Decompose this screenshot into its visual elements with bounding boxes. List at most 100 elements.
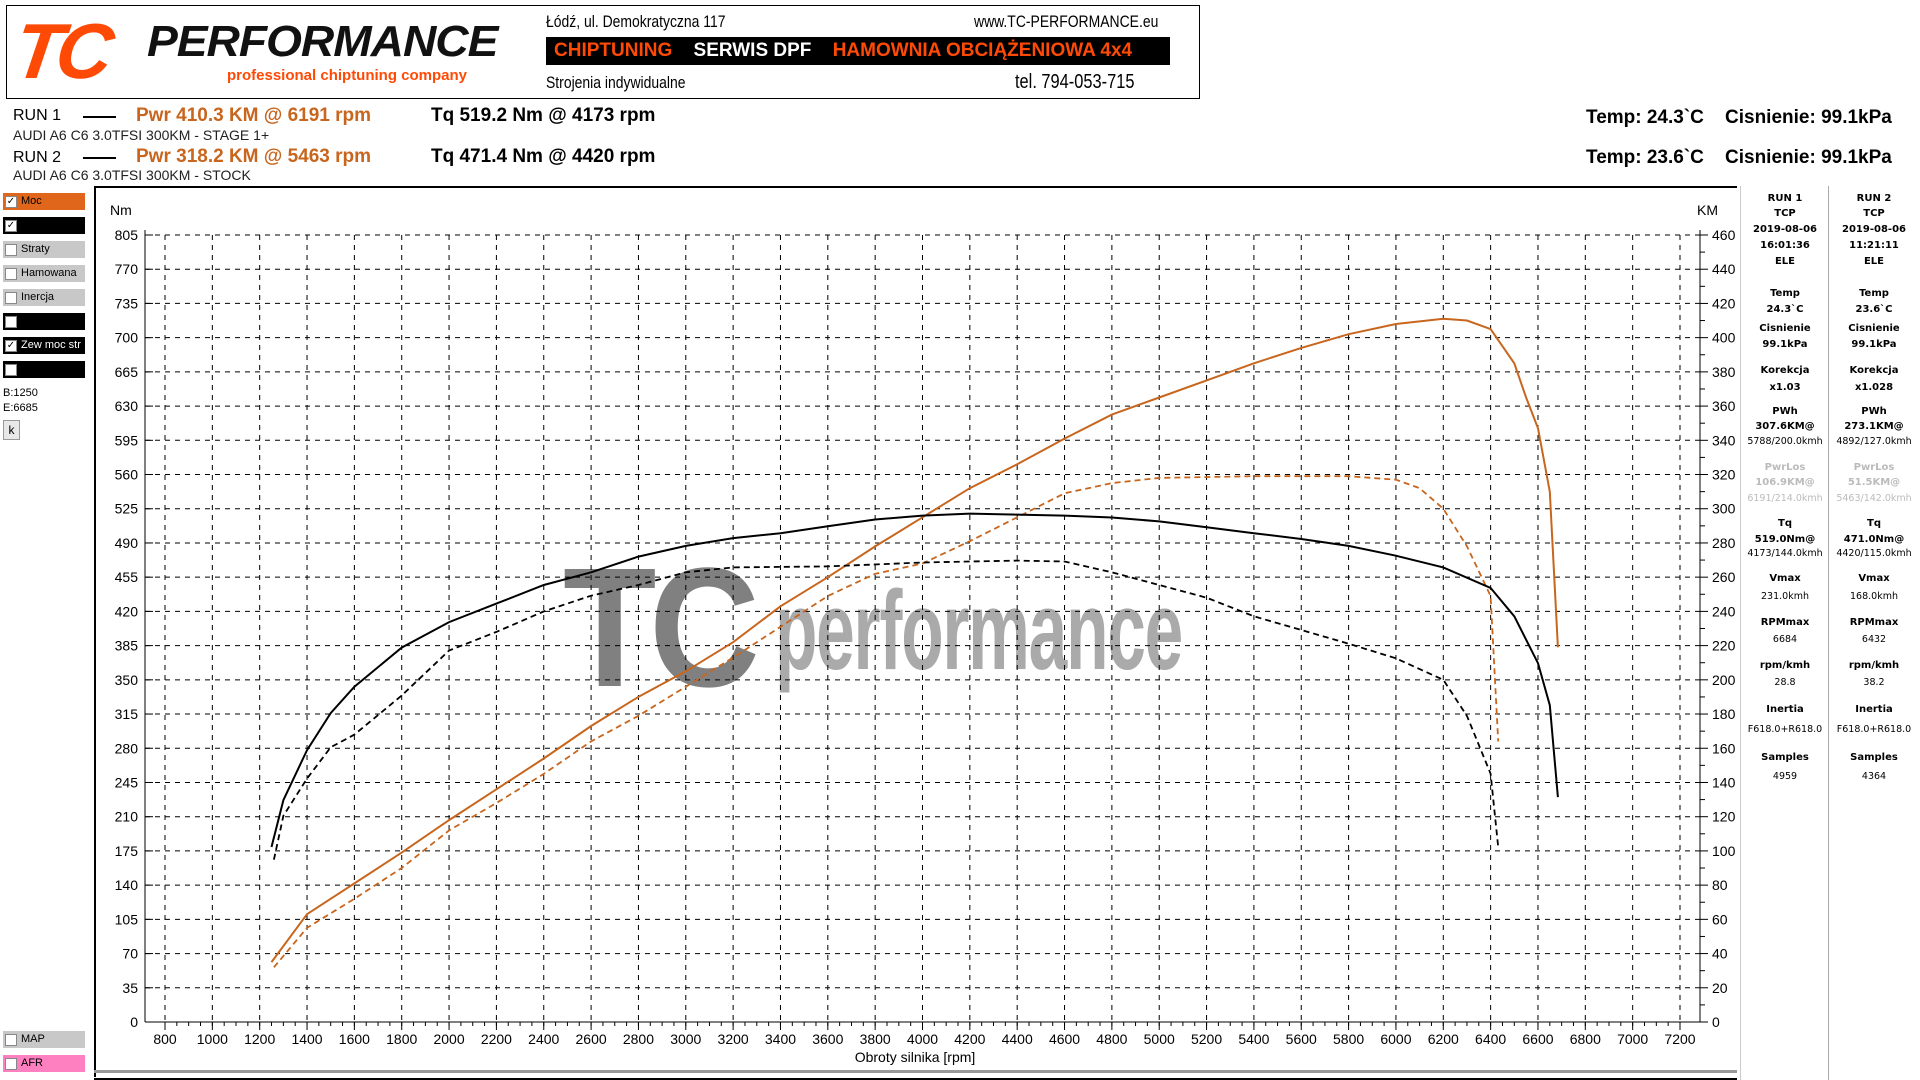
run1-label-tq: Tq [1778, 518, 1792, 529]
y-right-tick-label: 200 [1712, 672, 1736, 688]
run1-label-samples: Samples [1761, 752, 1809, 763]
x-tick-label: 1600 [339, 1031, 370, 1047]
run2-tq-1: 4420/115.0kmh [1836, 548, 1912, 559]
y-right-tick-label: 0 [1712, 1014, 1720, 1030]
run1-vmax: 231.0kmh [1761, 591, 1809, 602]
x-tick-label: 4600 [1049, 1031, 1080, 1047]
checkbox[interactable]: ✓ [5, 339, 17, 352]
run1-pwh-1: 5788/200.0kmh [1747, 436, 1823, 447]
y-left-tick-label: 385 [115, 638, 139, 654]
k-button[interactable]: k [3, 420, 20, 440]
run2-label: RUN 2 [13, 149, 62, 166]
watermark-text: performance [775, 568, 1183, 693]
begin-rpm: B:1250 [3, 387, 38, 399]
x-tick-label: 2400 [528, 1031, 559, 1047]
y-left-unit: Nm [110, 202, 132, 218]
y-left-tick-label: 0 [130, 1014, 138, 1030]
checkbox[interactable] [5, 243, 17, 256]
x-tick-label: 4000 [907, 1031, 938, 1047]
checkbox-label: AFR [21, 1057, 43, 1069]
checkbox[interactable] [5, 315, 17, 328]
sidebar-item-zew-moc-str[interactable]: ✓ Zew moc str [3, 337, 85, 354]
checkbox[interactable]: ✓ [5, 219, 17, 232]
x-tick-label: 7000 [1617, 1031, 1648, 1047]
phone: tel. 794-053-715 [1015, 71, 1135, 93]
checkbox[interactable] [5, 267, 17, 280]
run2-label-pwrlos: PwrLos [1853, 462, 1895, 473]
checkbox[interactable] [5, 1033, 17, 1046]
y-right-tick-label: 240 [1712, 603, 1736, 619]
run1-label-rpmmax: RPMmax [1760, 617, 1810, 628]
run1-torque: Tq 519.2 Nm @ 4173 rpm [431, 105, 656, 126]
x-tick-label: 6600 [1522, 1031, 1553, 1047]
sidebar-item-map[interactable]: MAP [3, 1031, 85, 1048]
x-tick-label: 3800 [860, 1031, 891, 1047]
sidebar-item-straty[interactable]: Straty [3, 241, 85, 258]
sidebar-item-curve-7[interactable] [3, 361, 85, 378]
y-right-tick-label: 420 [1712, 295, 1736, 311]
x-tick-label: 3400 [765, 1031, 796, 1047]
y-left-tick-label: 175 [115, 843, 139, 859]
run1-tq-1: 4173/144.0kmh [1747, 548, 1823, 559]
y-right-tick-label: 400 [1712, 330, 1736, 346]
run1-label-inertia: Inertia [1766, 704, 1804, 715]
x-tick-label: 5200 [1191, 1031, 1222, 1047]
y-left-tick-label: 490 [115, 535, 139, 551]
y-left-tick-label: 245 [115, 774, 139, 790]
chart-frame [94, 186, 1737, 1077]
y-right-tick-label: 20 [1712, 980, 1728, 996]
run2-head-2: 2019-08-06 [1842, 224, 1906, 235]
y-right-tick-label: 40 [1712, 946, 1728, 962]
run1-head-1: TCP [1774, 208, 1796, 219]
panel-divider [1828, 186, 1829, 1080]
x-tick-label: 2800 [623, 1031, 654, 1047]
sidebar-item-curve-5[interactable] [3, 313, 85, 330]
checkbox-label: Hamowana [21, 267, 77, 279]
run1-head-3: 16:01:36 [1760, 240, 1810, 251]
run1-temp: 24.3`C [1766, 304, 1804, 315]
run2-rpmmax: 6432 [1861, 634, 1887, 645]
x-tick-label: 1400 [291, 1031, 322, 1047]
run2-cisnienie: 99.1kPa [1851, 339, 1897, 350]
checkbox-label: Inercja [21, 291, 55, 303]
checkbox[interactable]: ✓ [5, 195, 17, 208]
sidebar-item-hamowana[interactable]: Hamowana [3, 265, 85, 282]
sidebar-item-afr[interactable]: AFR [3, 1055, 85, 1072]
run1-label: RUN 1 [13, 107, 62, 124]
logo-subtitle: professional chiptuning company [227, 67, 468, 84]
x-tick-label: 7200 [1664, 1031, 1695, 1047]
checkbox[interactable] [5, 291, 17, 304]
y-right-tick-label: 360 [1712, 398, 1736, 414]
run2-samples: 4364 [1861, 771, 1887, 782]
y-left-tick-label: 420 [115, 603, 139, 619]
y-right-tick-label: 320 [1712, 467, 1736, 483]
run2-head-0: RUN 2 [1856, 193, 1892, 204]
x-tick-label: 1000 [197, 1031, 228, 1047]
y-left-tick-label: 315 [115, 706, 139, 722]
tagline: Strojenia indywidualne [546, 73, 686, 92]
x-tick-label: 1200 [244, 1031, 275, 1047]
end-rpm: E:6685 [3, 402, 38, 414]
chart-bottom-scrollbar[interactable] [94, 1070, 1737, 1080]
run2-inertia: F618.0+R618.0 [1836, 724, 1912, 735]
sidebar-item-inercja[interactable]: Inercja [3, 289, 85, 306]
sidebar-item-moc[interactable]: ✓ Moc [3, 193, 85, 210]
checkbox[interactable] [5, 363, 17, 376]
run2-head-1: TCP [1863, 208, 1885, 219]
run2-torque-curve [273, 559, 1500, 860]
run2-temp: 23.6`C [1855, 304, 1893, 315]
x-tick-label: 5400 [1238, 1031, 1269, 1047]
y-right-tick-label: 220 [1712, 638, 1736, 654]
y-left-tick-label: 630 [115, 398, 139, 414]
x-tick-label: 3000 [670, 1031, 701, 1047]
service-chiptuning: CHIPTUNING [554, 40, 673, 61]
y-right-tick-label: 280 [1712, 535, 1736, 551]
sidebar-item-curve-1[interactable]: ✓ [3, 217, 85, 234]
run1-head-2: 2019-08-06 [1753, 224, 1817, 235]
run2-label-inertia: Inertia [1855, 704, 1893, 715]
checkbox[interactable] [5, 1057, 17, 1070]
run1-car: AUDI A6 C6 3.0TFSI 300KM - STAGE 1+ [13, 127, 270, 143]
run2-label-vmax: Vmax [1858, 573, 1890, 584]
run1-line-sample [83, 116, 116, 118]
x-tick-label: 6000 [1380, 1031, 1411, 1047]
